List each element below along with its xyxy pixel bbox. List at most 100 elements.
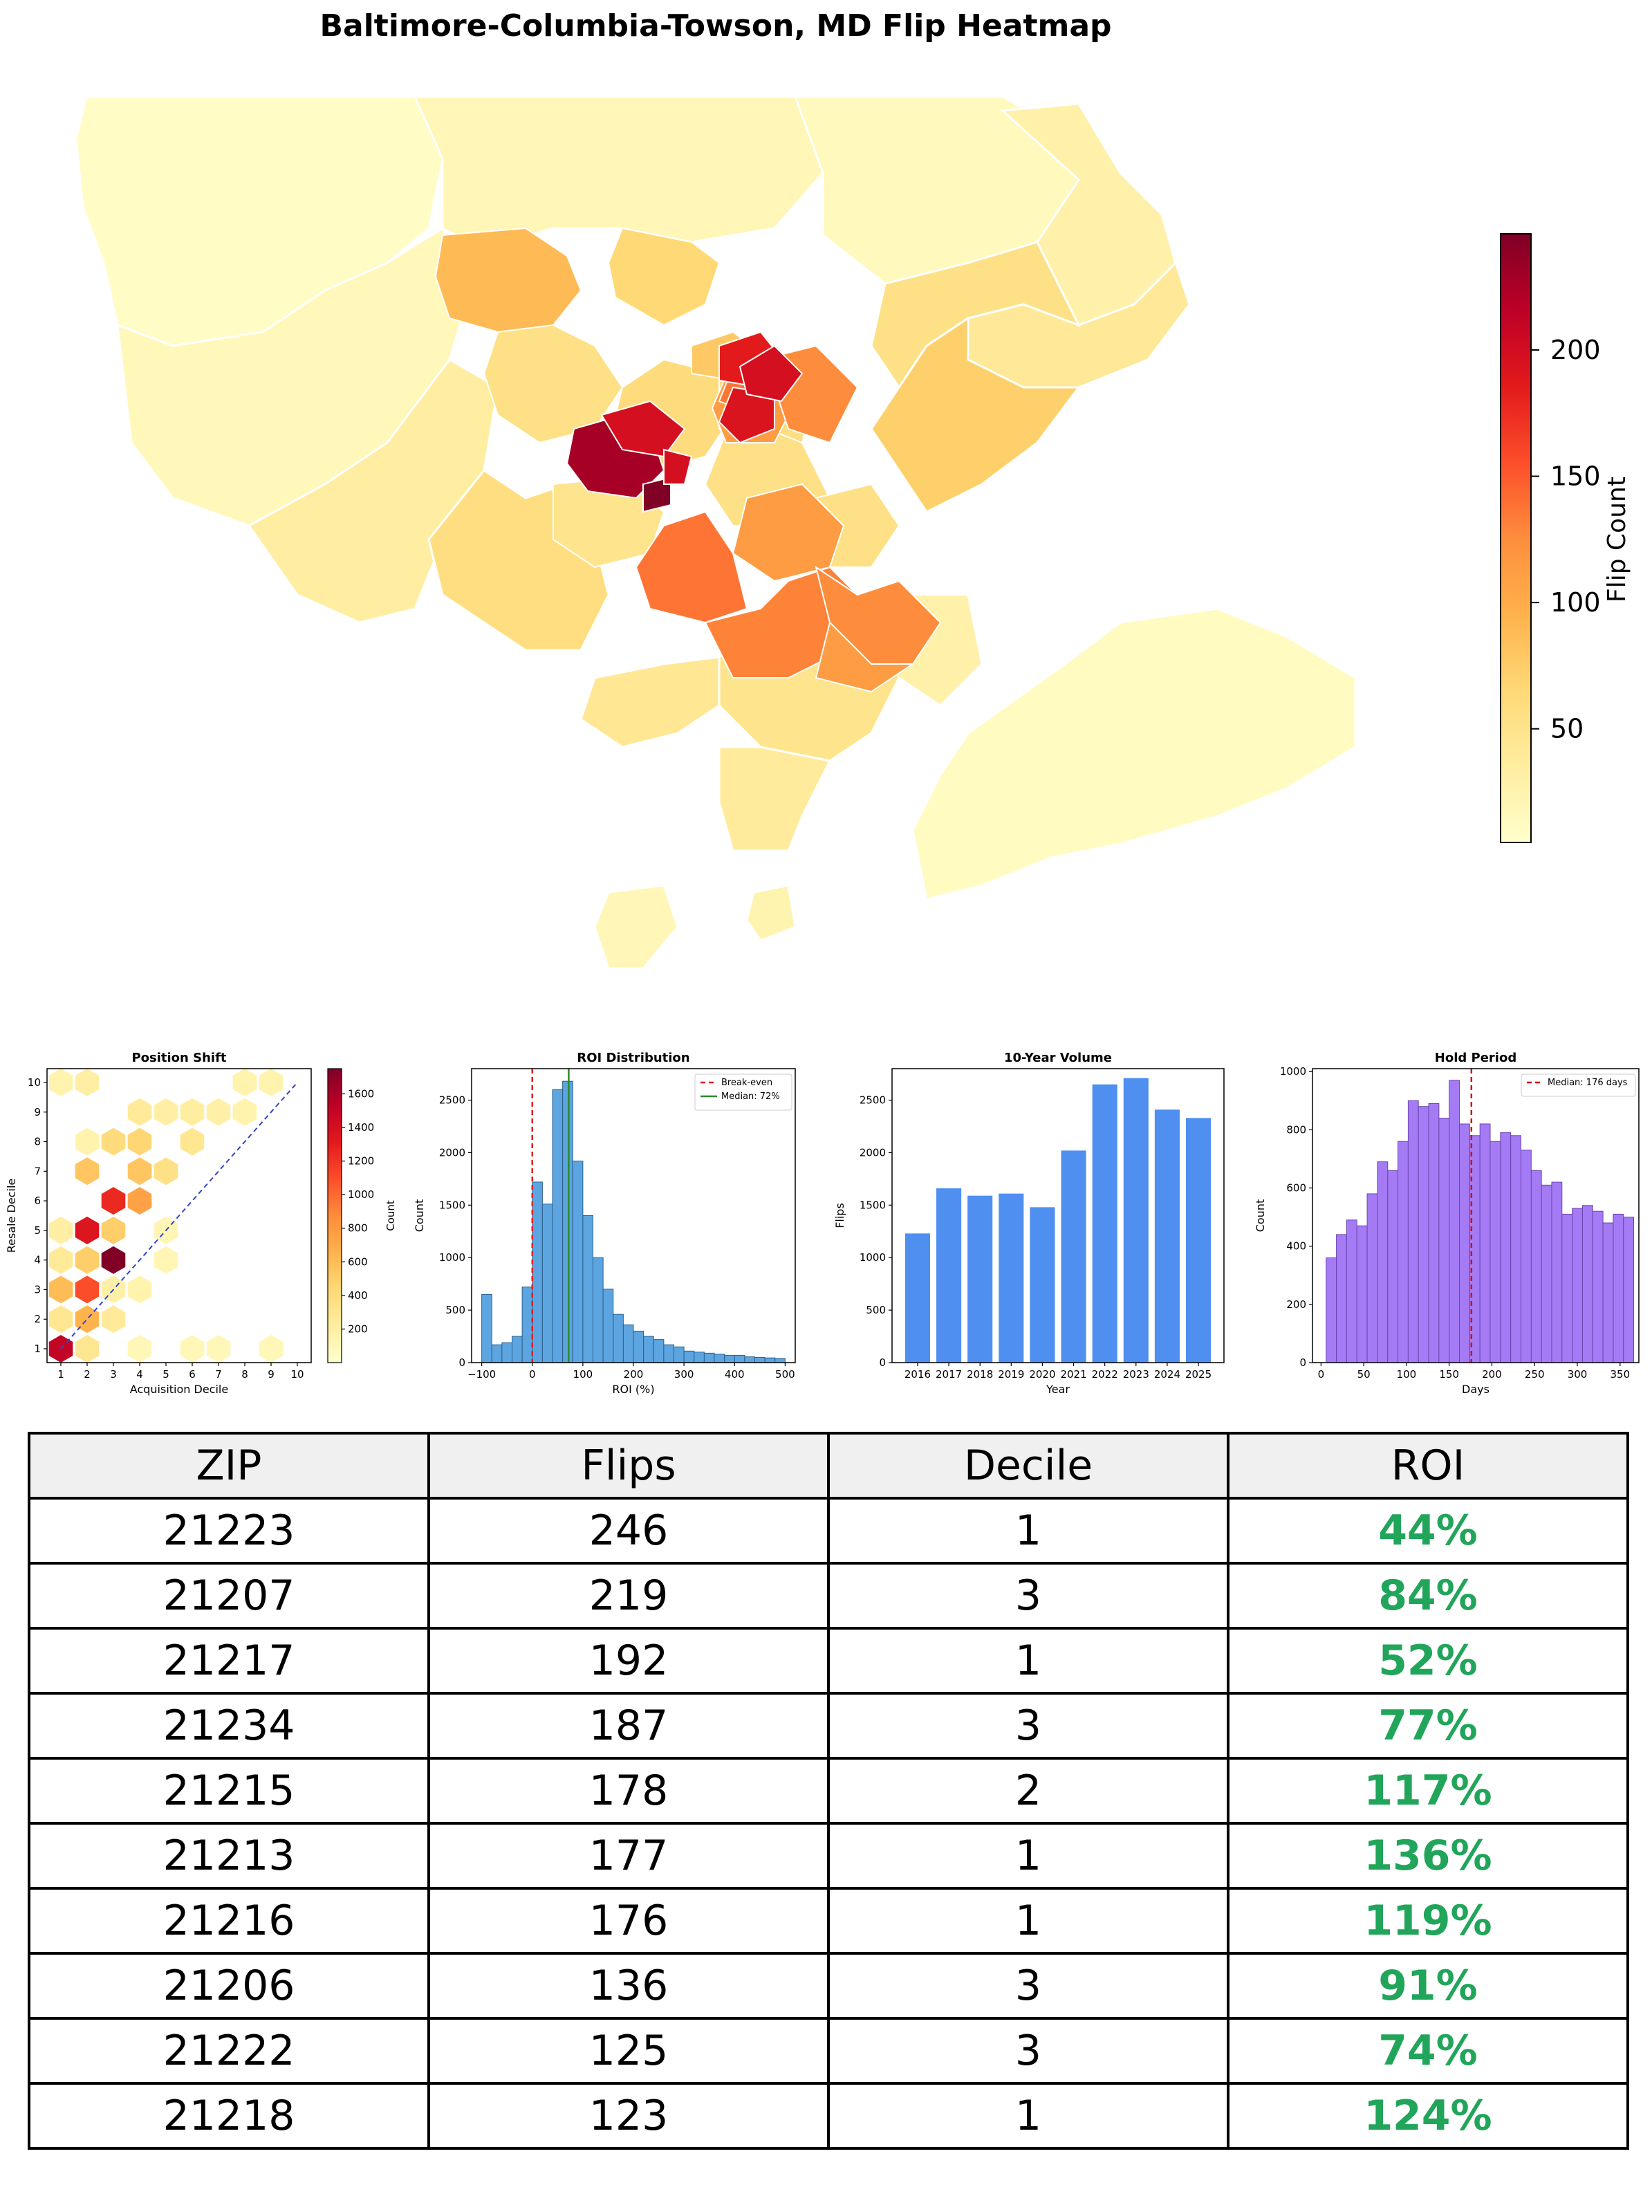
histogram-bar — [764, 1357, 776, 1363]
x-tick-label: 500 — [775, 1368, 795, 1381]
hexbin-cell — [154, 1246, 178, 1274]
table-row: 21215 178 2 117% — [28, 1757, 1629, 1825]
y-tick-label: 2500 — [860, 1094, 886, 1107]
bar — [936, 1188, 962, 1363]
x-tick-label: 2019 — [998, 1368, 1024, 1381]
legend-box — [1521, 1073, 1636, 1097]
map-regions — [75, 95, 1357, 970]
roi-cell: 119% — [1227, 1887, 1629, 1955]
histogram-bar — [582, 1215, 593, 1363]
diagonal-reference-line — [60, 1082, 298, 1349]
hexbin-cell — [75, 1069, 100, 1096]
position-shift-chart: Position Shift 1 2 3 4 5 6 7 8 9 10 1 2 3 4 5 6 7 8 9 10 Acqu… — [5, 1051, 397, 1396]
x-tick-label: 5 — [163, 1368, 169, 1381]
decile-cell: 1 — [827, 1497, 1229, 1565]
map-region — [607, 227, 721, 326]
zip-cell: 21213 — [28, 1822, 430, 1890]
hexbin-cell — [48, 1305, 73, 1334]
decile-cell: 3 — [827, 1692, 1229, 1760]
histogram-bar — [1438, 1118, 1450, 1363]
histogram-bar — [674, 1346, 685, 1363]
histogram-bar — [491, 1344, 503, 1363]
zip-cell: 21217 — [28, 1627, 430, 1695]
histogram-bar — [562, 1080, 573, 1363]
y-axis-label: Count — [413, 1199, 426, 1233]
y-tick-label: 9 — [34, 1106, 41, 1118]
legend-label: Break-even — [721, 1078, 772, 1088]
bar — [1030, 1207, 1055, 1363]
hexbin-cell — [48, 1275, 73, 1304]
hexbin-cell — [75, 1157, 100, 1186]
histogram-bar — [653, 1339, 665, 1363]
histogram-bar — [1500, 1132, 1512, 1363]
histogram-bar — [1613, 1213, 1624, 1363]
hexbin-cell — [127, 1157, 152, 1186]
axes-frame — [46, 1068, 312, 1363]
zip-cell: 21234 — [28, 1692, 430, 1760]
y-tick-label: 8 — [34, 1136, 41, 1148]
hexbin-cell — [206, 1098, 231, 1126]
hexbin-cell — [48, 1246, 73, 1274]
flips-cell: 187 — [427, 1692, 830, 1760]
y-tick-label: 2 — [34, 1313, 41, 1325]
x-tick-label: 300 — [1568, 1368, 1588, 1381]
zip-cell: 21222 — [28, 2017, 430, 2085]
hexbin-cell — [101, 1305, 126, 1334]
decile-cell: 1 — [827, 2082, 1229, 2150]
histogram-bar — [552, 1089, 564, 1363]
bar — [1061, 1150, 1086, 1363]
histogram-bar — [1510, 1135, 1521, 1363]
colorbar-tick-label: 600 — [348, 1255, 368, 1268]
bar — [1185, 1118, 1212, 1363]
flips-cell: 125 — [427, 2017, 830, 2085]
map-region — [593, 884, 679, 970]
roi-cell: 84% — [1227, 1562, 1629, 1630]
x-tick-label: 2020 — [1029, 1368, 1055, 1381]
x-tick-label: 1 — [57, 1368, 64, 1381]
histogram-bar — [1572, 1208, 1583, 1363]
x-tick-label: 300 — [674, 1368, 694, 1381]
histogram-bar — [1346, 1219, 1357, 1363]
y-tick-label: 1000 — [1280, 1065, 1306, 1078]
axes-frame — [471, 1068, 796, 1363]
x-tick-label: 2022 — [1092, 1368, 1118, 1381]
x-tick-label: 9 — [268, 1368, 275, 1381]
roi-cell: 77% — [1227, 1692, 1629, 1760]
histogram-bar — [734, 1354, 745, 1363]
x-tick-label: 2017 — [936, 1368, 962, 1381]
histogram-bar — [663, 1344, 674, 1363]
summary-charts: Position Shift 1 2 3 4 5 6 7 8 9 10 1 2 3 4 5 6 7 8 9 10 Acqu… — [5, 1051, 1640, 1396]
map-region — [579, 656, 721, 748]
histogram-bar — [1377, 1161, 1389, 1363]
roi-cell: 91% — [1227, 1952, 1629, 2020]
map-region — [642, 476, 671, 513]
table-header-row: ZIP Flips Decile ROI — [28, 1432, 1629, 1500]
colorbar-tick-label: 200 — [1550, 335, 1601, 365]
x-tick-label: 150 — [1439, 1368, 1459, 1381]
histogram-bar — [572, 1161, 584, 1363]
x-tick-label: 8 — [241, 1368, 248, 1381]
hexbin-cell — [180, 1335, 205, 1363]
zip-cell: 21215 — [28, 1757, 430, 1825]
x-tick-label: 10 — [290, 1368, 304, 1381]
colorbar-tick-label: 1400 — [348, 1121, 374, 1134]
map-region — [116, 226, 472, 527]
decile-cell: 2 — [827, 1757, 1229, 1825]
roi-cell: 124% — [1227, 2082, 1629, 2150]
x-axis-label: Year — [1046, 1383, 1070, 1396]
histogram-bar — [1326, 1257, 1337, 1363]
histogram-bar — [1602, 1222, 1614, 1363]
y-tick-label: 800 — [1286, 1123, 1306, 1136]
x-tick-label: 0 — [1318, 1368, 1325, 1381]
decile-cell: 3 — [827, 1562, 1229, 1630]
x-tick-label: 2025 — [1185, 1368, 1212, 1381]
histogram-bar — [1387, 1170, 1399, 1363]
hexbin-cell — [154, 1157, 178, 1186]
histogram-bar — [1459, 1123, 1470, 1363]
bar — [1123, 1078, 1149, 1363]
hexbin-cell — [101, 1127, 126, 1156]
hold-period-chart: Hold Period 0 50 100 150 200 250 300 350 0 200 400 6… — [1254, 1051, 1640, 1396]
x-tick-label: 2 — [84, 1368, 91, 1381]
chart-title: ROI Distribution — [577, 1051, 689, 1065]
x-tick-label: 250 — [1525, 1368, 1545, 1381]
